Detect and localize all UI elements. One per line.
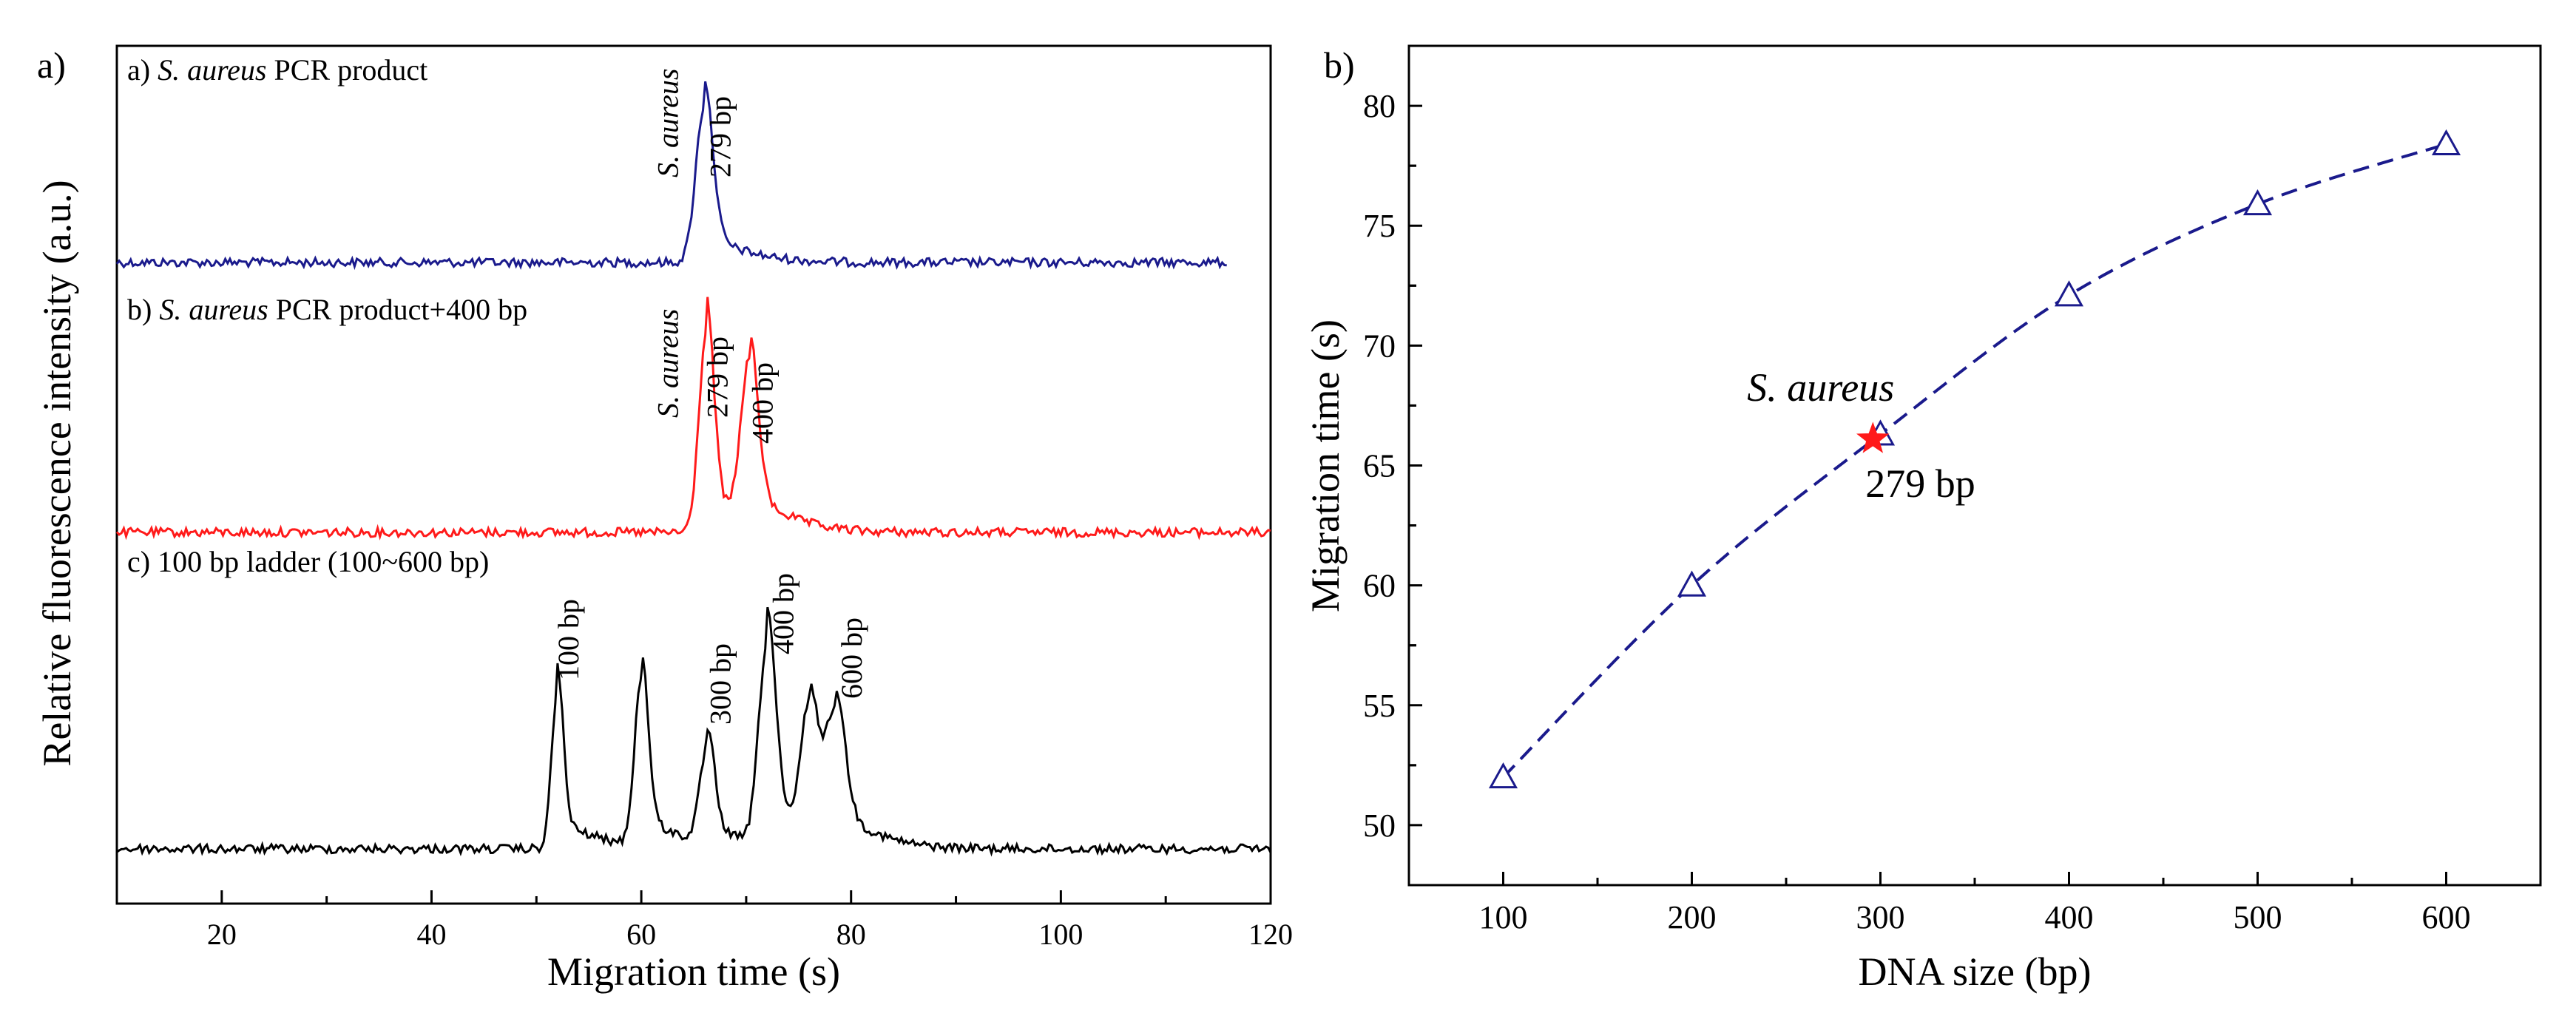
peak-label: 279 bp (704, 96, 737, 177)
panel-b-y-tick-label: 65 (1363, 448, 1396, 484)
peak-label: S. aureus (652, 309, 685, 418)
panel-b-y-tick-label: 70 (1363, 328, 1396, 364)
panel-b-annotation-size: 279 bp (1865, 461, 1975, 506)
panel-a-frame (115, 44, 1272, 905)
panel-a-chart: a) 20 40 60 80 100 120 a) S. aureus PCR produ… (35, 44, 1293, 994)
panel-b-x-tick-label: 100 (1479, 899, 1528, 935)
trace-title: a) S. aureus PCR product (127, 53, 427, 87)
peak-label: 600 bp (835, 617, 868, 699)
data-point-triangle (1488, 762, 1518, 789)
peak-label: 400 bp (746, 362, 779, 444)
data-point-triangle (2431, 129, 2461, 156)
panel-a-x-tick-label: 80 (836, 918, 866, 951)
panel-a-x-tick-label: 60 (626, 918, 656, 951)
trace-title: c) 100 bp ladder (100~600 bp) (127, 545, 489, 578)
panel-a-traces (115, 81, 1272, 857)
panel-b-y-tick-label: 60 (1363, 568, 1396, 604)
peak-label: 279 bp (700, 336, 734, 418)
panel-b-y-tick-label: 50 (1363, 807, 1396, 844)
trace-line (115, 81, 1227, 271)
panel-b-x-tick-label: 600 (2422, 899, 2471, 935)
panel-b-y-axis-label: Migration time (s) (1303, 319, 1348, 612)
panel-a-y-axis-label: Relative fluorescence intensity (a.u.) (35, 180, 79, 766)
data-point-triangle (2242, 189, 2273, 216)
panel-a-x-tick-label: 20 (207, 918, 237, 951)
panel-a-x-ticks: 20 40 60 80 100 120 (207, 890, 1293, 951)
data-point-triangle (2054, 280, 2084, 307)
panel-a-x-axis-label: Migration time (s) (547, 949, 840, 994)
panel-b-x-axis-label: DNA size (bp) (1859, 949, 2092, 994)
trace-line (116, 606, 1272, 857)
panel-b-x-tick-label: 500 (2234, 899, 2282, 935)
data-point-star (1856, 421, 1890, 453)
panel-a-trace-titles: a) S. aureus PCR product b) S. aureus PCR… (127, 53, 527, 578)
panel-b-points (1488, 129, 2461, 789)
panel-b-chart: b) 100 200 300 400 500 600 50 55 60 65 70 75 80 S. a… (1303, 44, 2542, 994)
panel-a-label: a) (37, 44, 66, 86)
panel-a-peak-labels: S. aureus 279 bp S. aureus 279 bp 400 bp 100 … (552, 69, 868, 725)
panel-a-x-tick-label: 100 (1038, 918, 1083, 951)
panel-b-x-tick-label: 300 (1856, 899, 1905, 935)
panel-b-x-tick-label: 200 (1668, 899, 1717, 935)
panel-b-fit-line (1502, 143, 2447, 779)
data-point-triangle (1677, 570, 1707, 597)
panel-b-y-tick-label: 55 (1363, 688, 1396, 724)
panel-a-x-tick-label: 120 (1248, 918, 1293, 951)
peak-label: 300 bp (704, 643, 737, 725)
peak-label: S. aureus (652, 69, 685, 177)
trace-title: b) S. aureus PCR product+400 bp (127, 293, 527, 326)
panel-b-x-tick-label: 400 (2045, 899, 2094, 935)
peak-label: 400 bp (767, 573, 800, 654)
peak-label: 100 bp (552, 599, 585, 680)
panel-b-y-tick-label: 75 (1363, 208, 1396, 244)
panel-b-y-tick-label: 80 (1363, 88, 1396, 124)
panel-b-ticks: 100 200 300 400 500 600 50 55 60 65 70 75 80 (1363, 88, 2471, 935)
trace-line (115, 297, 1271, 541)
panel-b-annotation-species: S. aureus (1747, 365, 1894, 410)
panel-a-x-tick-label: 40 (416, 918, 446, 951)
panel-b-label: b) (1324, 44, 1355, 86)
